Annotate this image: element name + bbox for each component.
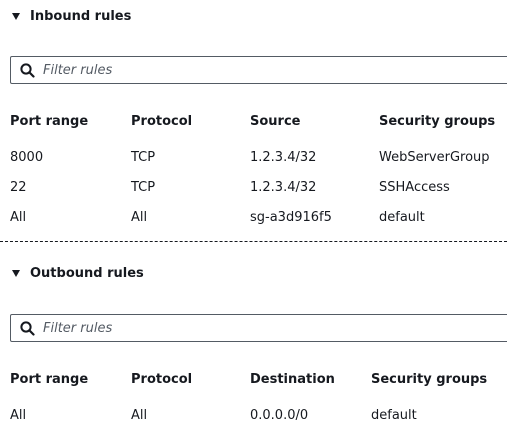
table-row: All All sg-a3d916f5 default — [0, 208, 507, 228]
column-header-protocol[interactable]: Protocol — [131, 114, 193, 129]
protocol-cell: All — [131, 408, 148, 423]
source-cell: 1.2.3.4/32 — [250, 150, 317, 165]
source-cell: 1.2.3.4/32 — [250, 180, 317, 195]
column-header-source[interactable]: Source — [250, 114, 301, 129]
inbound-table-header: Port range Protocol Source Security grou… — [0, 112, 507, 132]
port-range-cell: All — [10, 408, 27, 423]
outbound-filter-input[interactable] — [43, 320, 443, 336]
outbound-rules-toggle[interactable]: Outbound rules — [12, 263, 144, 283]
destination-cell: 0.0.0.0/0 — [250, 408, 309, 423]
table-row: 8000 TCP 1.2.3.4/32 WebServerGroup — [0, 148, 507, 168]
column-header-port-range[interactable]: Port range — [10, 372, 89, 387]
column-header-protocol[interactable]: Protocol — [131, 372, 193, 387]
protocol-cell: TCP — [131, 150, 156, 165]
table-row: 22 TCP 1.2.3.4/32 SSHAccess — [0, 178, 507, 198]
protocol-cell: TCP — [131, 180, 156, 195]
caret-down-icon — [12, 269, 20, 277]
column-header-security-groups[interactable]: Security groups — [371, 372, 488, 387]
inbound-filter-input[interactable] — [43, 62, 443, 78]
port-range-cell: 8000 — [10, 150, 44, 165]
table-row: All All 0.0.0.0/0 default — [0, 406, 507, 426]
port-range-cell: All — [10, 210, 27, 225]
protocol-cell: All — [131, 210, 148, 225]
caret-down-icon — [12, 12, 20, 20]
outbound-table-header: Port range Protocol Destination Security… — [0, 370, 507, 390]
security-group-cell: default — [379, 210, 425, 225]
inbound-filter-box[interactable] — [10, 56, 507, 84]
outbound-rules-title: Outbound rules — [30, 265, 144, 281]
security-group-cell: default — [371, 408, 417, 423]
column-header-port-range[interactable]: Port range — [10, 114, 89, 129]
port-range-cell: 22 — [10, 180, 27, 195]
source-cell: sg-a3d916f5 — [250, 210, 332, 225]
search-icon — [20, 62, 35, 78]
inbound-rules-title: Inbound rules — [30, 8, 132, 24]
security-group-cell: SSHAccess — [379, 180, 450, 195]
section-divider — [0, 241, 507, 242]
security-group-cell: WebServerGroup — [379, 150, 490, 165]
column-header-security-groups[interactable]: Security groups — [379, 114, 496, 129]
inbound-rules-toggle[interactable]: Inbound rules — [12, 6, 131, 26]
search-icon — [20, 320, 35, 336]
column-header-destination[interactable]: Destination — [250, 372, 335, 387]
outbound-filter-box[interactable] — [10, 314, 507, 342]
